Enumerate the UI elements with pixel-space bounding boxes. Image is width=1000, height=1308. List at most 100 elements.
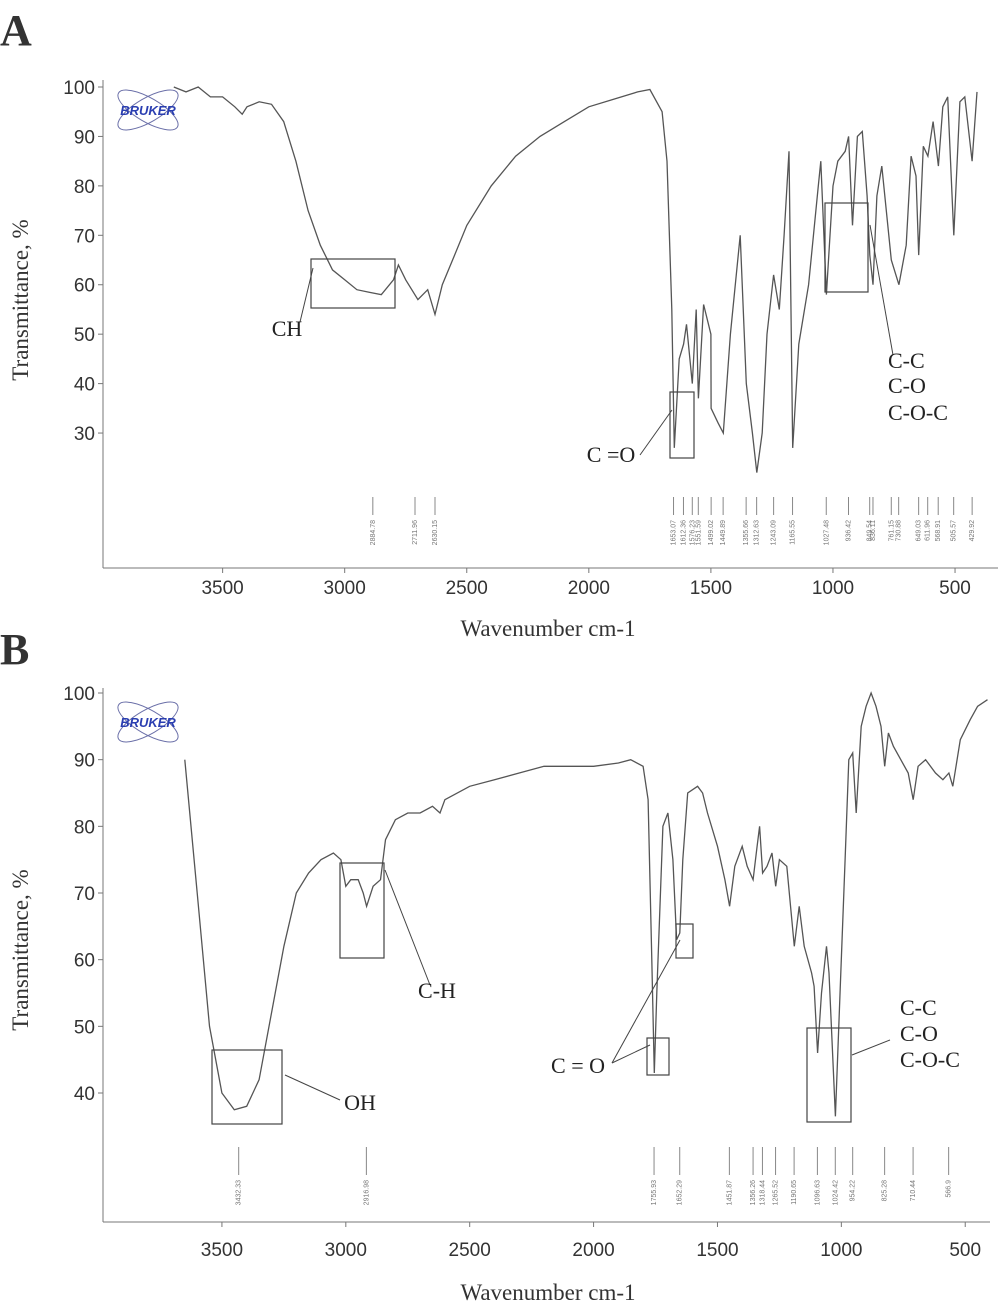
- annotation-box: [669, 391, 695, 459]
- annotation-leader: [384, 869, 431, 986]
- logo-orbit: [117, 89, 179, 131]
- x-tick-label: 500: [939, 578, 971, 599]
- peak-label: 936.42: [845, 520, 852, 542]
- peak-label: 1265.52: [773, 1180, 780, 1205]
- x-tick-label: 3500: [201, 1240, 243, 1261]
- chart-panel: A 30 40 50 60 70 80 90 100 3500 3000 2500 2000 1500 10…: [0, 6, 998, 641]
- x-tick-label: 1500: [690, 578, 732, 599]
- annotation-leader: [851, 1039, 891, 1056]
- peak-label: 1652.29: [677, 1180, 684, 1205]
- annotation-label: CH: [272, 316, 303, 341]
- peak-label: 2916.98: [363, 1180, 370, 1205]
- annotation-label: C = O: [551, 1053, 605, 1078]
- peak-label: 1312.63: [754, 520, 761, 545]
- peak-label: 710.44: [910, 1180, 917, 1202]
- annotation-leader: [639, 409, 673, 456]
- x-tick-label: 1500: [696, 1240, 738, 1261]
- logo-text: BRUKER: [120, 103, 176, 118]
- annotation-leader: [284, 1074, 341, 1101]
- logo-orbit: [117, 89, 179, 131]
- chart-panel: B 40 50 60 70 80 90 100 3500 3000 2500 2000 1500 1000…: [0, 625, 990, 1305]
- peak-label: 849.54: [867, 520, 874, 542]
- y-tick-label: 40: [74, 1084, 95, 1105]
- y-axis-title: Transmittance, %: [8, 869, 33, 1030]
- y-tick-label: 70: [74, 226, 95, 247]
- spectrum-line: [173, 86, 978, 473]
- y-tick-label: 90: [74, 127, 95, 148]
- annotation-label: C-O: [900, 1021, 938, 1046]
- peak-label: 505.57: [951, 520, 958, 542]
- y-tick-label: 60: [74, 951, 95, 972]
- annotation-leader: [299, 267, 314, 323]
- annotation-leader: [611, 939, 681, 1064]
- y-tick-label: 80: [74, 177, 95, 198]
- y-tick-label: 50: [74, 1017, 95, 1038]
- peak-label: 2711.96: [412, 520, 419, 545]
- x-tick-label: 3000: [324, 578, 366, 599]
- y-axis-title: Transmittance, %: [8, 219, 33, 380]
- annotation-label: OH: [344, 1090, 376, 1115]
- x-tick-label: 2000: [572, 1240, 614, 1261]
- annotation-leader: [611, 1044, 651, 1064]
- peak-label: 1451.87: [726, 1180, 733, 1205]
- annotation-label: C-C: [888, 348, 925, 373]
- annotation-label: C-O-C: [900, 1047, 960, 1072]
- x-tick-label: 3000: [325, 1240, 367, 1261]
- peak-label: 836.11: [870, 520, 877, 541]
- annotation-box: [675, 923, 694, 959]
- y-tick-label: 90: [74, 751, 95, 772]
- peak-label: 2630.15: [432, 520, 439, 545]
- annotation-label: C-O: [888, 373, 926, 398]
- annotation-box: [211, 1049, 283, 1125]
- annotation-label: C-H: [418, 978, 456, 1003]
- spectrum-line: [184, 691, 988, 1117]
- peak-label: 1551.59: [695, 520, 702, 545]
- peak-label: 3432.33: [236, 1180, 243, 1205]
- y-tick-label: 40: [74, 375, 95, 396]
- x-tick-label: 1000: [820, 1240, 862, 1261]
- x-tick-label: 1000: [812, 578, 854, 599]
- x-tick-label: 2500: [446, 578, 488, 599]
- peak-label: 1190.65: [791, 1180, 798, 1205]
- y-tick-label: 70: [74, 884, 95, 905]
- peak-label: 1612.36: [680, 520, 687, 545]
- y-tick-label: 100: [63, 78, 95, 99]
- peak-label: 1576.23: [689, 520, 696, 545]
- x-tick-label: 2000: [568, 578, 610, 599]
- annotation-box: [310, 258, 396, 309]
- peak-label: 1024.42: [832, 1180, 839, 1205]
- peak-label: 825.28: [882, 1180, 889, 1202]
- peak-label: 954.22: [850, 1180, 857, 1202]
- y-tick-label: 30: [74, 424, 95, 445]
- annotation-label: C-C: [900, 995, 937, 1020]
- annotation-box: [824, 202, 869, 293]
- peak-label: 1355.66: [743, 520, 750, 545]
- peak-label: 2884.78: [370, 520, 377, 545]
- peak-label: 1318.44: [759, 1180, 766, 1205]
- logo-orbit: [117, 701, 179, 743]
- x-tick-label: 500: [949, 1240, 981, 1261]
- peak-label: 1096.63: [814, 1180, 821, 1205]
- logo-orbit: [117, 701, 179, 743]
- peak-label: 611.96: [925, 520, 932, 541]
- annotation-leader: [869, 224, 894, 356]
- x-tick-label: 3500: [201, 578, 243, 599]
- peak-label: 1243.09: [771, 520, 778, 545]
- y-tick-label: 60: [74, 276, 95, 297]
- annotation-label: C =O: [587, 442, 635, 467]
- peak-label: 730.88: [896, 520, 903, 542]
- annotation-box: [806, 1027, 852, 1123]
- annotation-label: C-O-C: [888, 400, 948, 425]
- peak-label: 1653.07: [671, 520, 678, 545]
- panel-label: B: [0, 625, 29, 674]
- peak-label: 568.91: [935, 520, 942, 542]
- peak-label: 1499.02: [708, 520, 715, 545]
- y-tick-label: 50: [74, 325, 95, 346]
- annotation-box: [339, 862, 385, 959]
- panel-label: A: [0, 6, 32, 55]
- logo-text: BRUKER: [120, 715, 176, 730]
- x-axis-title: Wavenumber cm-1: [460, 616, 635, 641]
- y-tick-label: 100: [63, 684, 95, 705]
